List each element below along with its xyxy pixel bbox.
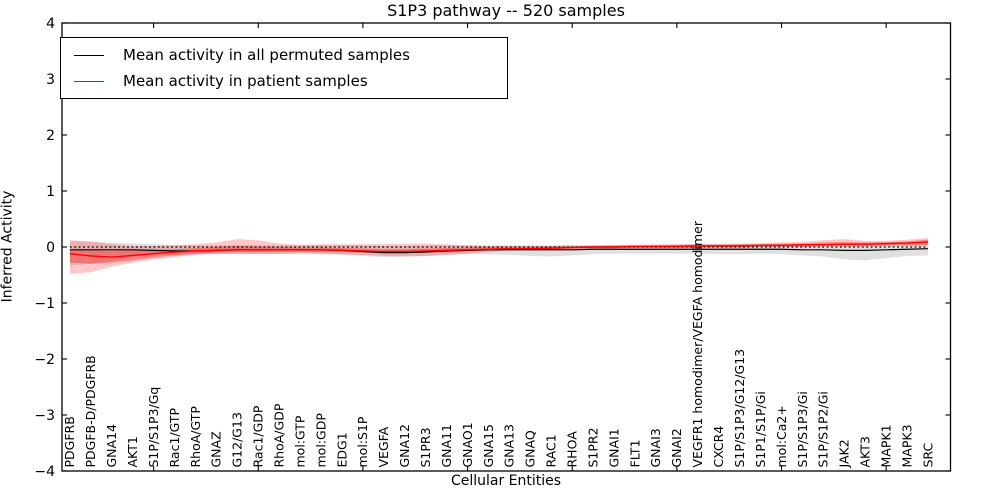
y-tick-label: 1 <box>46 184 55 200</box>
entity-label: GNA15 <box>481 424 496 468</box>
entity-label: CXCR4 <box>711 426 726 468</box>
y-tick-label: 2 <box>46 128 55 144</box>
legend-label-permuted: Mean activity in all permuted samples <box>123 46 410 64</box>
x-axis-label: Cellular Entities <box>450 473 562 489</box>
y-tick-label: 0 <box>46 240 55 256</box>
entity-label: EDG1 <box>334 432 349 467</box>
y-tick-label: −2 <box>34 352 55 368</box>
y-tick-label: −3 <box>34 408 55 424</box>
entity-label: GNA12 <box>397 424 412 468</box>
entity-label: S1P/S1P2/Gi <box>816 391 831 467</box>
entity-label: S1PR3 <box>418 427 433 467</box>
entity-label: S1P/S1P3/G12/G13 <box>732 349 747 468</box>
y-tick-label: −4 <box>34 464 55 480</box>
entity-label: mol:GDP <box>313 413 328 468</box>
entity-label: GNAI3 <box>648 428 663 467</box>
y-tick-label: −1 <box>34 296 55 312</box>
y-tick-label: 3 <box>46 72 55 88</box>
entity-label: RHOA <box>565 431 580 468</box>
entity-label: VEGFA <box>376 426 391 467</box>
patient-line-swatch <box>74 80 104 82</box>
entity-label: VEGFR1 homodimer/VEGFA homodimer <box>690 220 705 467</box>
entity-label: S1PR2 <box>585 427 600 467</box>
entity-label: S1P1/S1P/Gi <box>753 391 768 467</box>
permuted-line-swatch <box>74 54 104 56</box>
chart-title: S1P3 pathway -- 520 samples <box>387 1 625 20</box>
legend: Mean activity in all permuted samples Me… <box>60 37 508 99</box>
entity-label: PDGFB-D/PDGFRB <box>83 355 98 467</box>
y-tick-label: 4 <box>46 16 55 32</box>
entity-label: mol:Ca2+ <box>774 405 789 467</box>
entity-label: GNA14 <box>104 424 119 468</box>
entity-label: FLT1 <box>627 439 642 467</box>
entity-label: SRC <box>920 443 935 468</box>
entity-label: Rac1/GTP <box>167 408 182 468</box>
entity-label: RhoA/GDP <box>272 403 287 467</box>
entity-label: GNAI2 <box>669 428 684 467</box>
patient-outer-band <box>69 238 929 274</box>
entity-label: GNAO1 <box>460 422 475 467</box>
entity-label: JAK2 <box>837 439 852 468</box>
entity-label: GNAZ <box>209 431 224 467</box>
patient-mean-line <box>69 241 929 258</box>
entity-label: GNA13 <box>502 424 517 468</box>
entity-label: AKT1 <box>125 436 140 467</box>
entity-label: PDGFRB <box>62 416 77 467</box>
entity-label: S1P/S1P3/Gi <box>795 391 810 467</box>
entity-label: Rac1/GDP <box>251 405 266 467</box>
legend-label-patient: Mean activity in patient samples <box>123 72 368 90</box>
entity-label: AKT3 <box>858 436 873 467</box>
entity-label: MAPK3 <box>899 424 914 467</box>
entity-label: S1P/S1P3/Gq <box>146 387 161 468</box>
entity-label: RhoA/GTP <box>188 406 203 468</box>
legend-item-patient: Mean activity in patient samples <box>61 72 507 91</box>
entity-label: MAPK1 <box>878 424 893 467</box>
entity-label: RAC1 <box>544 434 559 467</box>
entity-label: GNAI1 <box>606 428 621 467</box>
legend-item-permuted: Mean activity in all permuted samples <box>61 46 507 65</box>
entity-label: mol:S1P <box>355 416 370 467</box>
entity-label: GNAQ <box>523 430 538 467</box>
y-axis-label: Inferred Activity <box>0 190 16 303</box>
entity-label: mol:GTP <box>292 415 307 467</box>
entity-label: G12/G13 <box>230 412 245 467</box>
entity-label: GNA11 <box>439 424 454 468</box>
